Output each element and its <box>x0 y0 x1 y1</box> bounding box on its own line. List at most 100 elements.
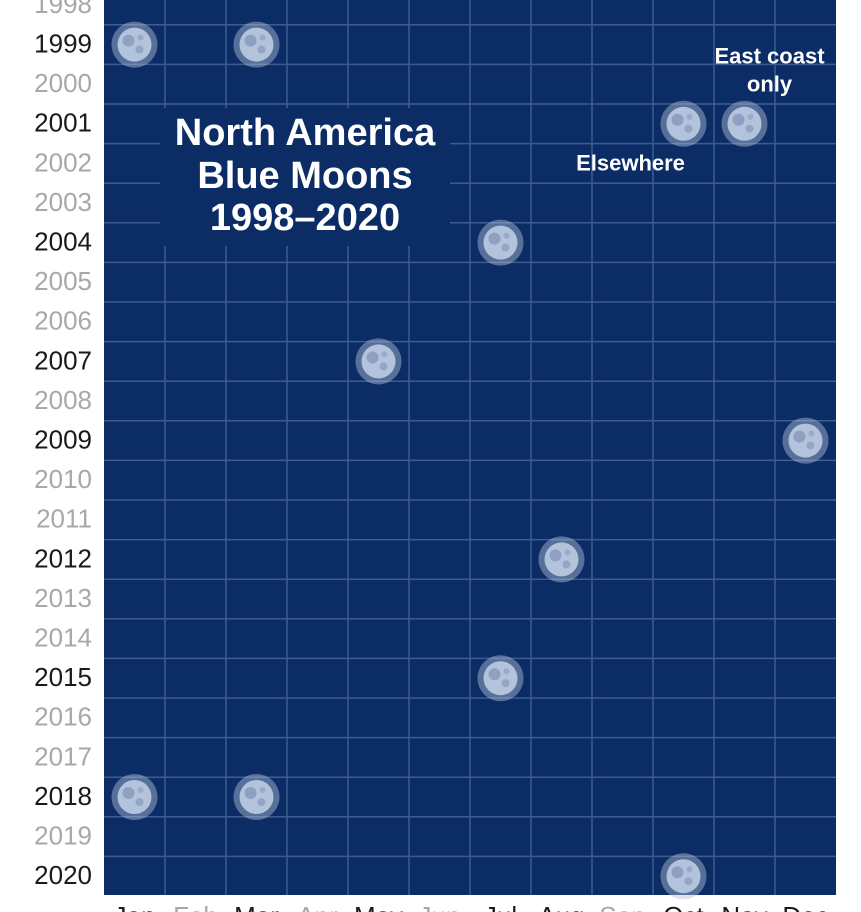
y-tick-label: 2003 <box>34 187 92 217</box>
moon-disc <box>117 27 152 62</box>
chart-title: North America <box>175 112 436 154</box>
moon-crater <box>381 351 388 358</box>
moon-crater <box>562 560 571 569</box>
moon-crater <box>503 232 510 239</box>
y-tick-label: 2017 <box>34 741 92 771</box>
moon <box>782 417 829 464</box>
moon-crater <box>488 232 501 245</box>
moon-crater <box>686 866 693 873</box>
moon-crater <box>684 124 693 133</box>
moon-crater <box>379 362 388 371</box>
x-tick-label: Sep <box>599 901 645 912</box>
x-tick-label: May <box>354 901 403 912</box>
y-tick-label: 2012 <box>34 543 92 573</box>
y-tick-label: 2006 <box>34 306 92 336</box>
y-tick-label: 2019 <box>34 820 92 850</box>
moon-crater <box>686 113 693 120</box>
x-tick-label: Nov <box>721 901 767 912</box>
moon <box>477 219 524 266</box>
moon-crater <box>135 45 144 54</box>
moon-crater <box>366 351 379 364</box>
moon-crater <box>808 430 815 437</box>
moon-crater <box>259 34 266 41</box>
moon-disc <box>117 780 152 814</box>
moon-crater <box>135 798 144 806</box>
moon-crater <box>793 430 806 443</box>
title-background <box>160 108 450 246</box>
y-tick-label: 2014 <box>34 622 92 652</box>
y-tick-label: 1999 <box>34 28 92 58</box>
moon-crater <box>259 787 266 793</box>
moon <box>355 338 402 385</box>
moon-crater <box>122 34 135 47</box>
moon <box>721 100 768 147</box>
moon <box>233 774 280 820</box>
y-tick-label: 2011 <box>36 504 92 534</box>
moon-disc <box>666 106 701 141</box>
moon <box>111 21 158 68</box>
x-tick-label: Feb <box>173 901 218 912</box>
moon-crater <box>671 113 684 126</box>
y-tick-label: 2010 <box>34 464 92 494</box>
x-tick-label: Jan <box>114 901 156 912</box>
moon-crater <box>564 549 571 556</box>
moon-crater <box>501 679 510 688</box>
chart-title: Blue Moons <box>197 155 412 197</box>
moon-disc <box>727 106 762 141</box>
moon-crater <box>137 34 144 41</box>
moon <box>538 536 585 583</box>
chart-title: 1998–2020 <box>210 197 400 239</box>
moon-crater <box>257 798 266 806</box>
moon <box>233 21 280 68</box>
moon-crater <box>671 866 684 879</box>
annotation: only <box>747 72 793 97</box>
moon-disc <box>361 344 396 379</box>
y-tick-label: 2020 <box>34 860 92 890</box>
moon-disc <box>483 661 518 696</box>
annotation: East coast <box>714 44 825 69</box>
moon-disc <box>666 859 701 894</box>
y-tick-label: 2004 <box>34 226 92 256</box>
moon-disc <box>239 780 274 814</box>
moon-disc <box>544 542 579 577</box>
moon-crater <box>244 34 257 47</box>
moon-crater <box>137 787 144 793</box>
moon-crater <box>257 45 266 54</box>
x-tick-label: Aug <box>538 901 584 912</box>
x-tick-label: Oct <box>663 901 704 912</box>
y-tick-label: 2005 <box>34 266 92 296</box>
moon <box>660 100 707 147</box>
moon <box>111 774 158 820</box>
moon-crater <box>747 113 754 120</box>
y-tick-label: 2007 <box>34 345 92 375</box>
y-tick-label: 2015 <box>34 662 92 692</box>
moon-crater <box>244 787 257 799</box>
y-tick-label: 2000 <box>34 68 92 98</box>
moon-crater <box>806 441 815 450</box>
y-tick-label: 2016 <box>34 702 92 732</box>
moon-disc <box>788 423 823 458</box>
x-tick-label: Mar <box>234 901 279 912</box>
x-tick-label: Jun <box>419 901 461 912</box>
y-tick-label: 2013 <box>34 583 92 613</box>
moon-crater <box>684 877 693 886</box>
moon <box>660 853 707 900</box>
moon-disc <box>239 27 274 62</box>
y-tick-label: 2001 <box>34 108 92 138</box>
x-tick-label: Apr <box>297 901 338 912</box>
moon-disc <box>483 225 518 260</box>
y-tick-label: 2002 <box>34 147 92 177</box>
moon-crater <box>549 549 562 562</box>
moon-crater <box>488 668 501 681</box>
moon <box>477 655 524 702</box>
moon-crater <box>503 668 510 675</box>
x-tick-label: Dec <box>782 901 828 912</box>
annotation: Elsewhere <box>576 151 685 176</box>
y-tick-label: 2018 <box>34 781 92 811</box>
moon-crater <box>501 243 510 252</box>
y-tick-label: 1998 <box>34 0 92 19</box>
x-tick-label: Jul <box>484 901 517 912</box>
moon-crater <box>732 113 745 126</box>
y-tick-label: 2009 <box>34 424 92 454</box>
